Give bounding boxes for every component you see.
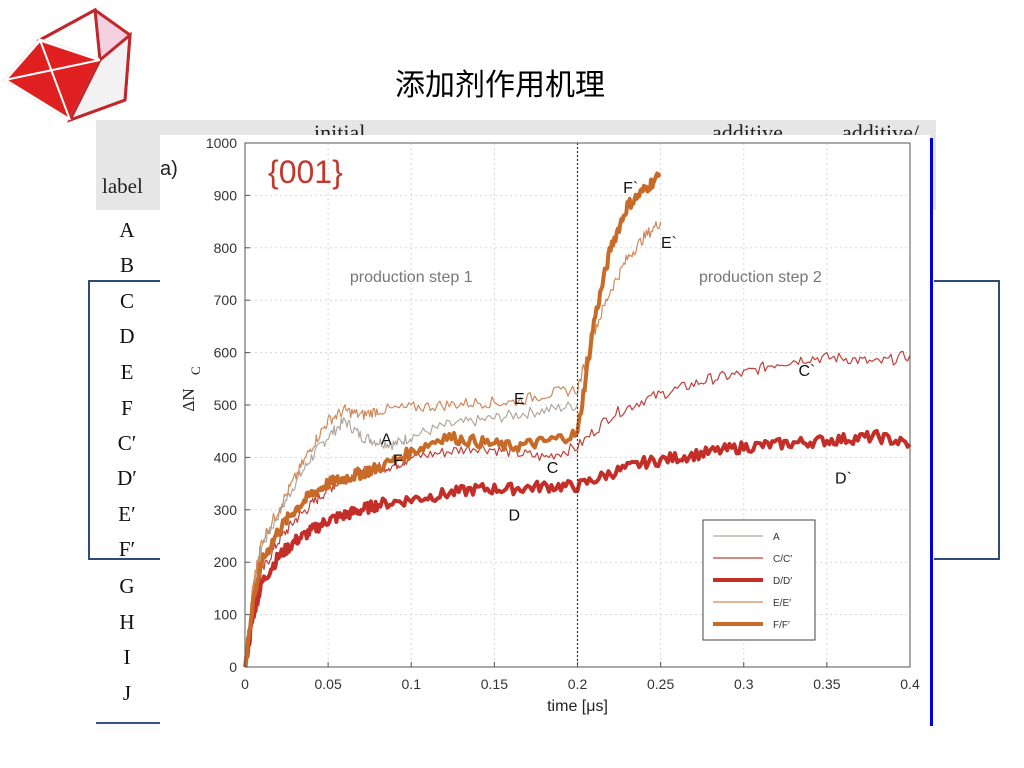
- axes-layer: [244, 142, 911, 668]
- bracket-right-bottom: [934, 558, 1000, 560]
- label-cell: D′: [117, 466, 137, 490]
- label-cell: D: [119, 324, 135, 348]
- logo-icon: [2, 7, 132, 123]
- legend-label: A: [773, 532, 780, 543]
- label-cell: F: [121, 396, 133, 420]
- bracket-right-vertical: [998, 280, 1000, 560]
- annotation-label: D`: [835, 471, 852, 488]
- region-label: production step 2: [699, 269, 822, 286]
- slide-title: 添加剂作用机理: [395, 68, 605, 103]
- y-tick-label: 300: [214, 502, 238, 518]
- annotation-label: E`: [661, 235, 677, 252]
- region-label: production step 1: [350, 269, 473, 286]
- annotation-label: F`: [623, 180, 638, 197]
- y-tick-label: 500: [214, 397, 238, 413]
- legend-label: E/E′: [773, 598, 791, 609]
- bracket-right-top: [934, 280, 1000, 282]
- y-axis-label: ΔN: [179, 388, 198, 411]
- x-tick-label: 0.25: [647, 676, 674, 692]
- bracket-left-vertical: [88, 280, 90, 560]
- y-tick-label: 100: [214, 607, 238, 623]
- chart-svg: 0 100 200 300 400 500 600 700 800 900 1000 0 0.05 0.1…: [160, 135, 920, 715]
- series-line-4: [243, 171, 662, 668]
- series-layer: [243, 171, 912, 668]
- y-tick-label: 900: [214, 187, 238, 203]
- y-axis-label-subscript: C: [188, 366, 203, 375]
- x-tick-label: 0.1: [402, 676, 422, 692]
- table-bottom-rule: [96, 722, 160, 724]
- legend-layer: A C/C′ D/D′ E/E′ F/F′: [702, 519, 816, 641]
- x-tick-label: 0.4: [900, 676, 920, 692]
- annotation-label: E: [514, 391, 525, 408]
- text-layer: 0 100 200 300 400 500 600 700 800 900 1000 0 0.05 0.1…: [160, 135, 920, 715]
- annotation-label: A: [381, 431, 392, 448]
- label-cell: E′: [118, 502, 136, 526]
- y-tick-label: 200: [214, 554, 238, 570]
- y-tick-label: 700: [214, 292, 238, 308]
- series-line-0: [244, 401, 579, 668]
- label-cell: A: [119, 218, 135, 242]
- facet-label: {001}: [268, 154, 343, 190]
- annotation-label: C`: [798, 363, 815, 380]
- panel-label: a): [160, 158, 178, 180]
- chart-panel: 0 100 200 300 400 500 600 700 800 900 1000 0 0.05 0.1…: [160, 135, 930, 735]
- bracket-left-bottom: [88, 558, 160, 560]
- annotation-label: F: [393, 452, 403, 469]
- label-cell: J: [122, 681, 132, 705]
- series-line-3: [244, 221, 662, 668]
- x-tick-label: 0.3: [734, 676, 754, 692]
- label-cell: I: [123, 645, 131, 669]
- table-header-label: label: [102, 174, 143, 198]
- series-line-2: [243, 428, 912, 668]
- x-tick-label: 0.35: [813, 676, 840, 692]
- blue-divider: [928, 138, 933, 726]
- legend-label: C/C′: [773, 554, 792, 565]
- label-cell: C′: [117, 431, 137, 455]
- y-tick-label: 400: [214, 449, 238, 465]
- label-cell: H: [119, 610, 135, 634]
- y-tick-label: 0: [229, 659, 237, 675]
- x-tick-label: 0.15: [481, 676, 508, 692]
- y-tick-label: 800: [214, 240, 238, 256]
- annotation-label: C: [547, 460, 559, 477]
- annotation-label: D: [509, 507, 521, 524]
- series-line-1: [244, 350, 911, 668]
- x-tick-label: 0.2: [568, 676, 588, 692]
- legend-label: D/D′: [773, 576, 792, 587]
- label-cell: C: [119, 289, 134, 313]
- label-cell: F′: [118, 537, 136, 561]
- x-axis-label: time [μs]: [547, 698, 608, 715]
- x-tick-label: 0: [241, 676, 249, 692]
- legend-label: F/F′: [773, 620, 790, 631]
- label-cell: E: [120, 360, 134, 384]
- label-cell: G: [119, 574, 135, 598]
- x-tick-label: 0.05: [315, 676, 342, 692]
- label-cell: B: [119, 253, 134, 277]
- y-tick-label: 1000: [206, 135, 237, 151]
- bracket-left-top: [88, 280, 160, 282]
- y-tick-label: 600: [214, 345, 238, 361]
